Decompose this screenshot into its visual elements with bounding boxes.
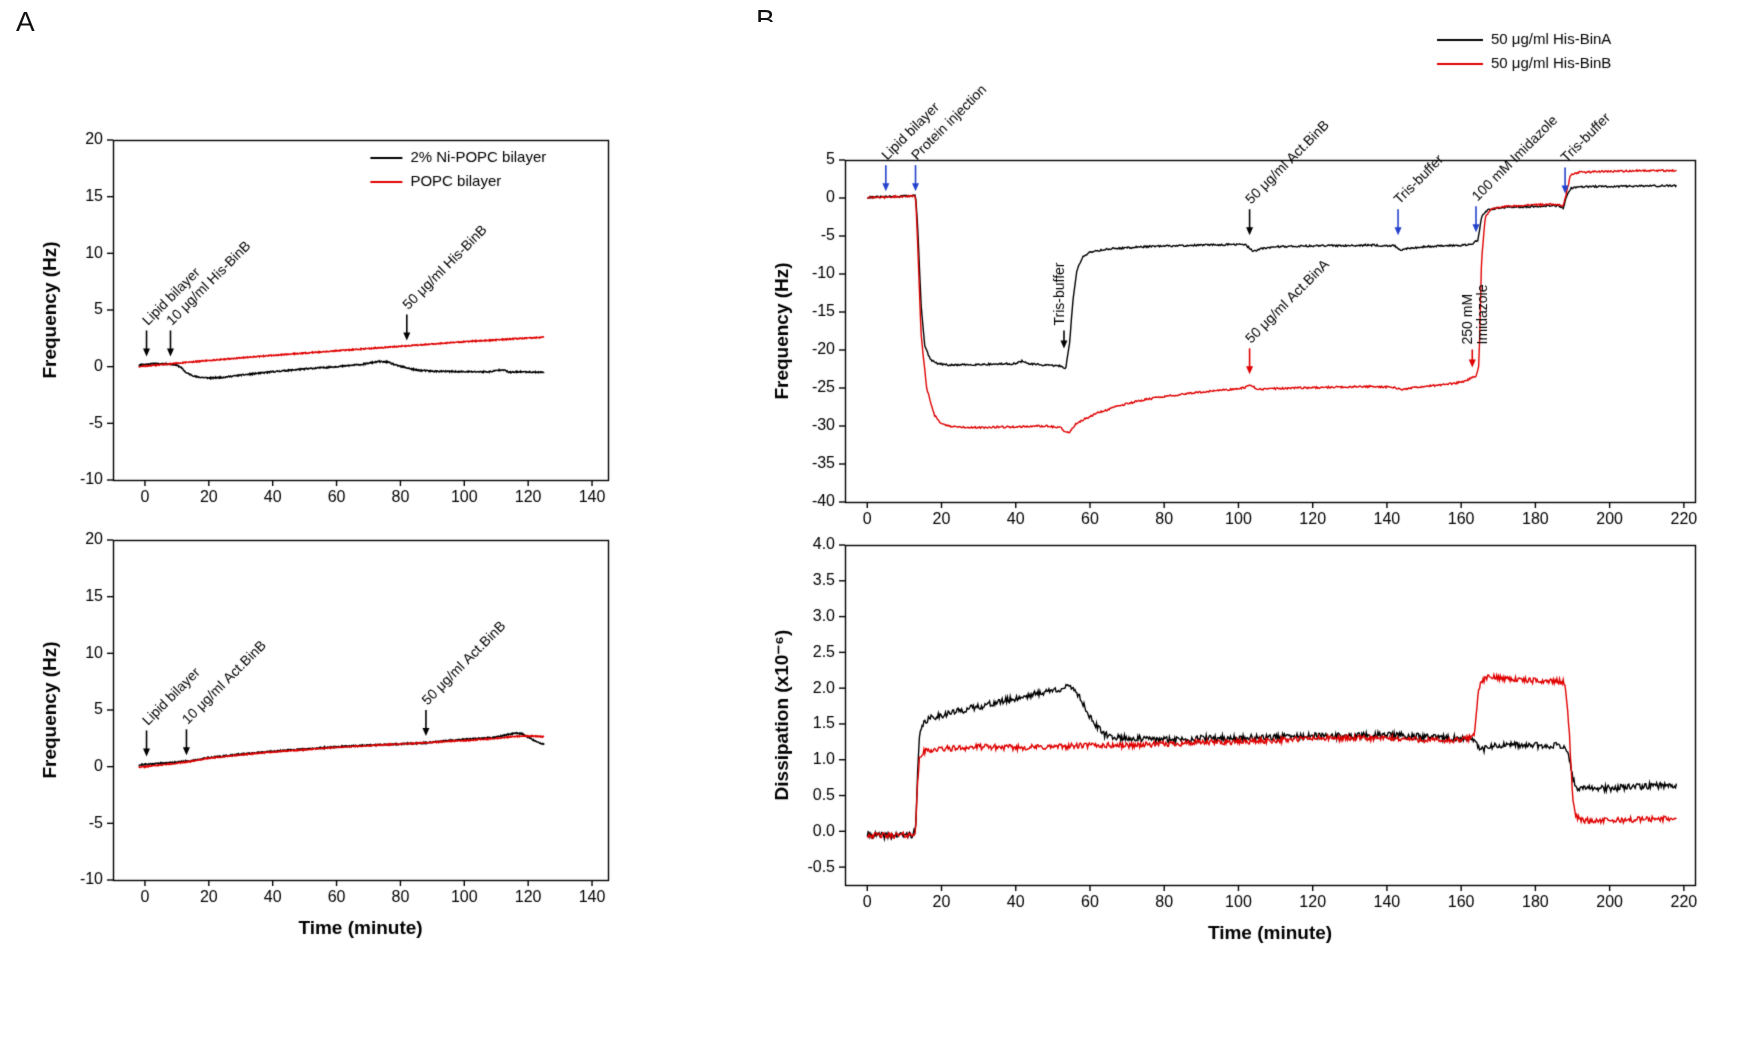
panel-a-frequency-chart-his-binb	[18, 105, 658, 510]
panel-a-label: A	[16, 6, 35, 37]
panel-b-dissipation-chart	[745, 530, 1725, 990]
panel-b-frequency-chart	[745, 22, 1725, 542]
panel-a-frequency-chart-act-binb	[18, 512, 658, 982]
